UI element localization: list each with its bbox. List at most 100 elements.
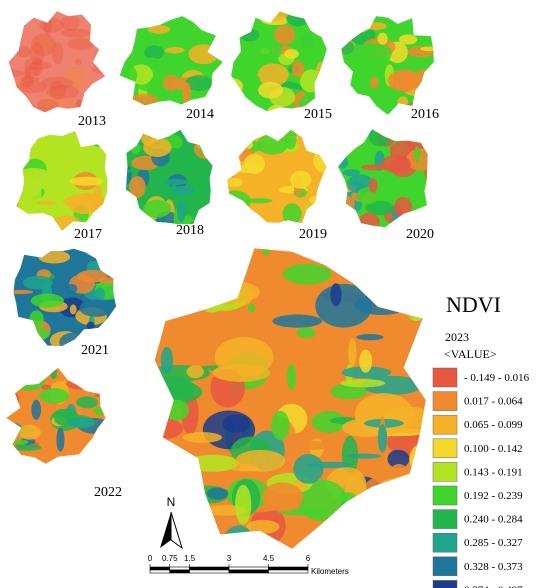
- map-patch: [67, 417, 96, 428]
- map-patch: [256, 134, 289, 155]
- map-patch: [315, 283, 373, 328]
- map-patch: [271, 410, 290, 441]
- map-patch: [81, 93, 92, 113]
- legend-swatch: [432, 462, 458, 482]
- map-patch: [377, 424, 388, 453]
- map-patch: [212, 222, 213, 225]
- map-patch: [417, 21, 432, 37]
- map-patch: [79, 299, 113, 317]
- map-patch: [60, 28, 92, 38]
- map-patch: [341, 16, 362, 21]
- map-patch: [31, 399, 42, 420]
- map-patch: [373, 544, 385, 549]
- map-patch: [296, 327, 316, 339]
- scale-segment: [169, 566, 190, 571]
- north-label: N: [167, 495, 176, 509]
- map-patch: [259, 173, 285, 183]
- map-patch: [41, 466, 68, 473]
- legend-label: 0.192 - 0.239: [464, 490, 523, 502]
- legend-swatch: [432, 391, 458, 411]
- map-patch: [16, 200, 19, 208]
- map-patch: [40, 384, 52, 390]
- map-patch: [104, 250, 112, 262]
- map-patch: [211, 79, 222, 86]
- map-patch: [212, 363, 271, 382]
- map-patch: [284, 129, 297, 150]
- map-patch: [330, 283, 342, 307]
- map-patch: [231, 29, 239, 51]
- map-patch: [342, 169, 360, 177]
- map-patch: [190, 189, 213, 201]
- map-patch: [284, 49, 299, 59]
- map-patch: [86, 25, 106, 33]
- map-patch: [154, 417, 184, 440]
- map-patch: [154, 281, 174, 292]
- legend-year: 2023: [445, 330, 469, 344]
- map-patch: [235, 449, 286, 472]
- map-patch: [348, 338, 357, 367]
- legend-title: NDVI: [446, 292, 501, 317]
- map-patch: [398, 34, 418, 45]
- map-patch: [274, 25, 296, 45]
- map-patch: [64, 283, 78, 294]
- map-patch: [231, 71, 255, 78]
- map-patch: [19, 424, 41, 440]
- map-patch: [393, 253, 426, 281]
- map-patch: [24, 332, 35, 341]
- map-patch: [126, 168, 134, 173]
- legend-label: - 0.149 - 0.016: [464, 372, 530, 384]
- ndvi-map: [126, 129, 213, 225]
- map-patch: [91, 64, 106, 74]
- scale-tick-label: 4.5: [263, 554, 275, 563]
- scale-segment: [228, 569, 269, 574]
- map-patch: [345, 453, 382, 459]
- map-patch: [354, 21, 371, 33]
- map-patch: [24, 66, 41, 77]
- map-patch: [247, 74, 261, 85]
- legend-field: <VALUE>: [444, 347, 497, 361]
- map-patch: [290, 170, 312, 189]
- map-patch: [406, 148, 428, 171]
- map-patch: [365, 200, 395, 216]
- map-patch: [69, 195, 98, 215]
- map-patch: [329, 535, 337, 541]
- map-patch: [320, 248, 374, 254]
- ndvi-map: [6, 367, 106, 473]
- map-patch: [160, 346, 174, 374]
- map-patch: [341, 16, 360, 22]
- map-patch: [78, 335, 93, 342]
- map-patch: [129, 94, 159, 105]
- map-patch: [119, 84, 131, 104]
- map-patch: [154, 327, 160, 338]
- map-patch: [131, 143, 141, 155]
- map-patch: [126, 217, 133, 225]
- map-patch: [300, 69, 323, 93]
- map-patch: [67, 37, 94, 51]
- map-patch: [147, 25, 171, 34]
- map-patch: [206, 487, 229, 500]
- map-patch: [304, 204, 312, 212]
- map-patch: [8, 65, 14, 85]
- map-patch: [359, 349, 373, 373]
- map-patch: [197, 279, 228, 313]
- map-patch: [338, 213, 341, 227]
- map-patch: [261, 248, 271, 256]
- map-patch: [338, 155, 349, 169]
- map-patch: [393, 196, 413, 218]
- map-patch: [129, 175, 146, 199]
- map-patch: [368, 129, 392, 147]
- map-patch: [254, 203, 283, 224]
- legend: - 0.149 - 0.016 0.017 - 0.064 0.065 - 0.09…: [432, 367, 530, 588]
- map-patch: [363, 43, 392, 64]
- map-patch: [375, 526, 426, 544]
- map-patch: [235, 484, 252, 525]
- map-patch: [51, 248, 71, 250]
- map-patch: [154, 295, 169, 308]
- map-patch: [387, 449, 410, 469]
- legend-swatch: [432, 532, 458, 553]
- map-patch: [162, 179, 188, 185]
- map-patch: [258, 81, 283, 99]
- map-patch: [370, 76, 379, 89]
- map-patch: [188, 44, 219, 65]
